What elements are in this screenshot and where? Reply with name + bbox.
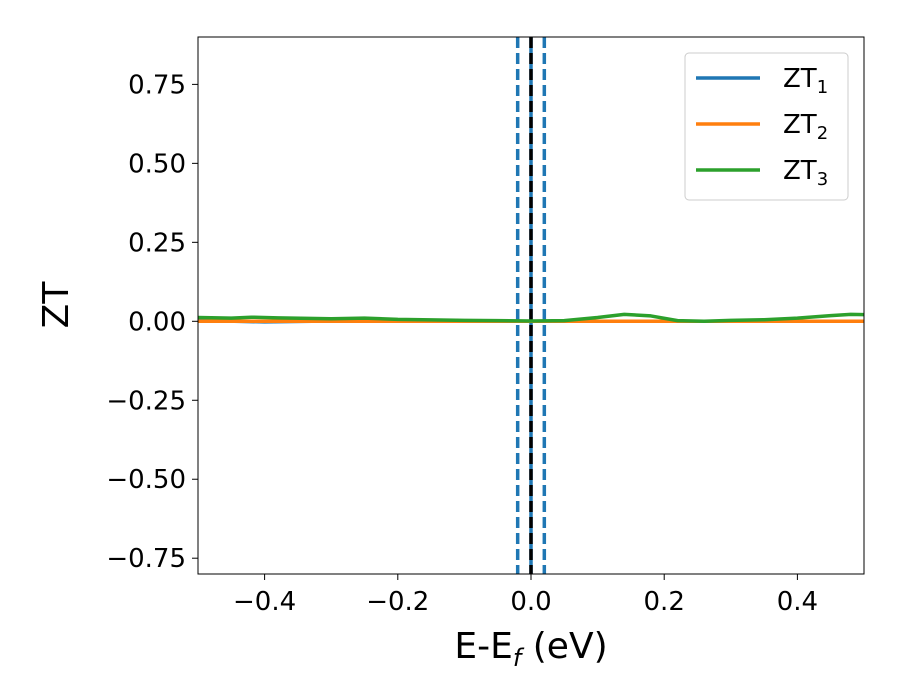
legend: ZT1 ZT2 ZT3 <box>684 52 849 201</box>
x-axis-title-base: E-E <box>454 626 512 667</box>
x-tick-label: 0.4 <box>777 587 818 617</box>
x-tick-label: −0.2 <box>366 587 429 617</box>
legend-label-zt3: ZT3 <box>783 156 828 190</box>
y-axis-title: ZT <box>36 281 77 329</box>
y-tick-label: 0.00 <box>128 307 186 337</box>
y-tick-label: −0.25 <box>106 386 186 416</box>
x-axis-title-unit: (eV) <box>521 626 607 667</box>
y-tick-label: 0.50 <box>128 149 186 179</box>
legend-label-zt1: ZT1 <box>783 64 828 98</box>
y-tick-label: 0.25 <box>128 228 186 258</box>
x-tick-label: −0.4 <box>233 587 296 617</box>
y-tick-label: −0.50 <box>106 465 186 495</box>
series-line-zt3 <box>198 312 864 324</box>
x-tick-label: 0.0 <box>510 587 551 617</box>
y-tick-label: 0.75 <box>128 70 186 100</box>
legend-box <box>684 52 849 201</box>
x-axis-title: E-Ef (eV) <box>454 626 607 672</box>
legend-label-zt2: ZT2 <box>783 110 828 144</box>
plot-area <box>198 37 864 574</box>
x-tick-label: 0.2 <box>644 587 685 617</box>
axis-ticks: −0.4 −0.2 0.0 0.2 0.4 0.75 0.50 0.25 0.00 −0.25 −0… <box>106 70 818 617</box>
y-tick-label: −0.75 <box>106 544 186 574</box>
